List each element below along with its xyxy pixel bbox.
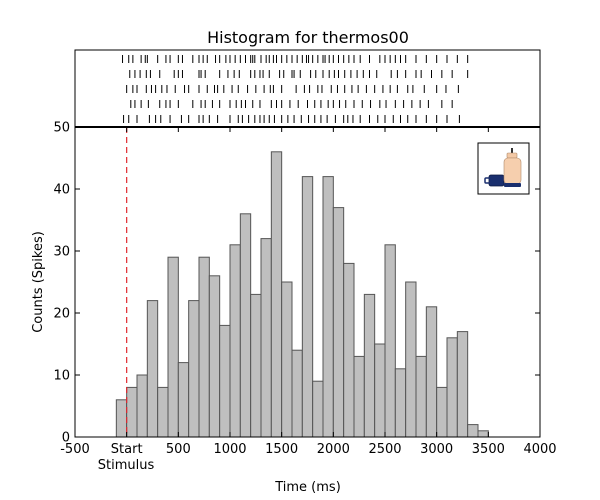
histogram-bar xyxy=(167,256,179,438)
y-axis-ticks: 0 10 20 30 40 50 xyxy=(53,121,540,446)
stimulus-label: Stimulus xyxy=(98,458,155,473)
histogram-bars xyxy=(115,151,489,438)
histogram-bar xyxy=(281,281,293,438)
histogram-bar xyxy=(394,368,407,438)
histogram-bar xyxy=(239,213,252,438)
histogram-bar xyxy=(384,244,396,438)
y-tick-label: 0 xyxy=(62,431,70,446)
raster-panel xyxy=(74,49,541,138)
histogram-bar xyxy=(332,207,345,438)
x-tick-label: -500 xyxy=(60,442,90,457)
x-tick-label: 4000 xyxy=(523,442,556,457)
x-tick-label: Start xyxy=(111,442,143,457)
histogram-bar xyxy=(446,337,458,438)
histogram-bar xyxy=(198,256,210,438)
y-tick-label: 50 xyxy=(53,121,70,136)
x-tick-label: 1500 xyxy=(265,442,298,457)
histogram-panel: -500 Start 500 1000 1500 2000 2500 3000 3500 4000… xyxy=(53,121,556,458)
histogram-bar xyxy=(405,281,417,438)
x-tick-label: 1000 xyxy=(213,442,246,457)
x-tick-label: 3000 xyxy=(420,442,453,457)
histogram-bar xyxy=(250,293,262,438)
histogram-bar xyxy=(115,399,128,438)
histogram-bar xyxy=(260,238,272,438)
y-tick-label: 20 xyxy=(53,307,70,322)
histogram-bar xyxy=(363,293,376,438)
histogram-bar xyxy=(353,355,365,438)
y-tick-label: 10 xyxy=(53,369,70,384)
x-axis-ticks: -500 Start 500 1000 1500 2000 2500 3000 3500 4000 xyxy=(60,127,557,457)
histogram-bar xyxy=(177,362,190,438)
x-tick-label: 3500 xyxy=(472,442,505,457)
y-tick-label: 30 xyxy=(53,245,70,260)
histogram-bar xyxy=(343,262,355,438)
raster-frame xyxy=(74,49,541,128)
histogram-bar xyxy=(477,430,489,438)
histogram-bar xyxy=(312,380,324,438)
histogram-bar xyxy=(136,374,148,438)
x-axis-label: Time (ms) xyxy=(274,480,341,495)
histogram-bar xyxy=(322,176,334,438)
x-tick-label: 2500 xyxy=(368,442,401,457)
histogram-bar xyxy=(126,386,138,438)
histogram-bar xyxy=(291,349,303,438)
histogram-bar xyxy=(229,244,241,438)
histogram-bar xyxy=(415,355,427,438)
y-axis-label: Counts (Spikes) xyxy=(31,231,46,333)
histogram-bar xyxy=(270,151,283,438)
histogram-bar xyxy=(208,275,221,438)
histogram-bar xyxy=(146,300,159,438)
histogram-bar xyxy=(188,300,200,438)
histogram-bar xyxy=(157,386,169,438)
chart-title: Histogram for thermos00 xyxy=(207,28,409,47)
histogram-bar xyxy=(456,331,469,438)
x-tick-label: 2000 xyxy=(317,442,350,457)
histogram-bar xyxy=(301,176,314,438)
histogram-bar xyxy=(219,324,231,438)
histogram-bar xyxy=(467,424,479,438)
y-tick-label: 40 xyxy=(53,183,70,198)
x-tick-label: 500 xyxy=(166,442,191,457)
histogram-bar xyxy=(425,306,438,438)
histogram-bar xyxy=(374,343,386,438)
histogram-bar xyxy=(436,386,448,438)
thermos-and-mug-icon xyxy=(477,142,530,195)
